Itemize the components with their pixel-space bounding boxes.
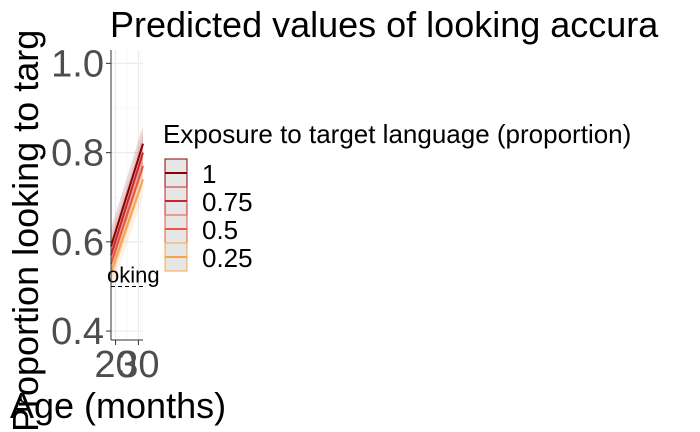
- legend: Exposure to target language (proportion)…: [163, 119, 631, 273]
- y-axis-label: Proportion looking to targ: [5, 30, 46, 432]
- y-tick-label: 0.6: [51, 222, 104, 264]
- legend-title: Exposure to target language (proportion): [163, 119, 631, 149]
- legend-label: 0.75: [202, 187, 253, 217]
- x-tick-label: 20: [94, 344, 136, 386]
- legend-item-0.75: 0.75: [164, 186, 253, 217]
- chart-title: Predicted values of looking accura: [110, 4, 659, 45]
- y-tick-labels: 0.4 0.6 0.8 1.0: [51, 43, 104, 353]
- y-tick-label: 1.0: [51, 43, 104, 85]
- series-lines: [110, 143, 144, 274]
- legend-item-0.25: 0.25: [164, 242, 253, 273]
- series-line-1: [110, 143, 144, 247]
- x-tick-label: 30: [117, 344, 159, 386]
- series-line-0.75: [110, 152, 144, 256]
- legend-item-0.5: 0.5: [164, 214, 238, 245]
- legend-label: 0.25: [202, 243, 253, 273]
- annotation-text: oking: [107, 262, 160, 287]
- legend-label: 1: [202, 159, 216, 189]
- x-axis-label: Age (months): [10, 385, 226, 426]
- legend-label: 0.5: [202, 215, 238, 245]
- y-tick-label: 0.4: [51, 311, 104, 353]
- series-line-0.25: [110, 179, 144, 274]
- legend-item-1: 1: [164, 158, 216, 189]
- series-line-0.5: [110, 165, 144, 265]
- axes: [106, 50, 143, 345]
- y-tick-label: 0.8: [51, 133, 104, 175]
